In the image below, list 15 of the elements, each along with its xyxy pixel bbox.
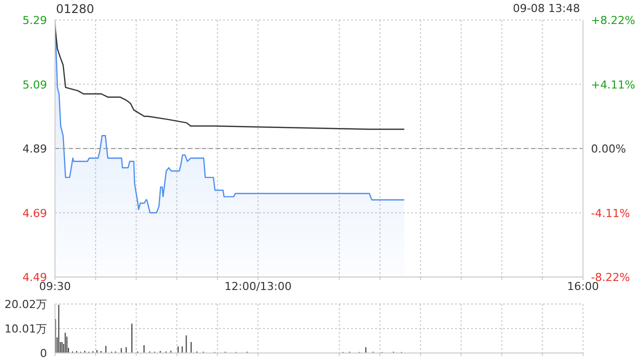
y2-tick-label: -4.11% [591,206,630,220]
y2-tick-label: 0.00% [591,142,626,156]
y-tick-label: 5.09 [22,78,47,92]
y-tick-label: 10.01万 [4,322,47,336]
x-tick-label: 12:00/13:00 [224,280,292,293]
y-tick-label: 0 [40,347,47,360]
y-tick-label: 5.29 [22,14,47,27]
y2-tick-label: +8.22% [591,14,636,27]
y2-tick-label: +4.11% [591,78,636,92]
x-tick-label: 16:00 [567,280,599,293]
y-tick-label: 20.02万 [4,298,47,311]
text: 09-08 13:48 [512,2,580,15]
y-tick-label: 4.89 [22,142,47,156]
chart-title: 01280 [56,2,94,16]
y-tick-label: 4.69 [22,206,47,220]
